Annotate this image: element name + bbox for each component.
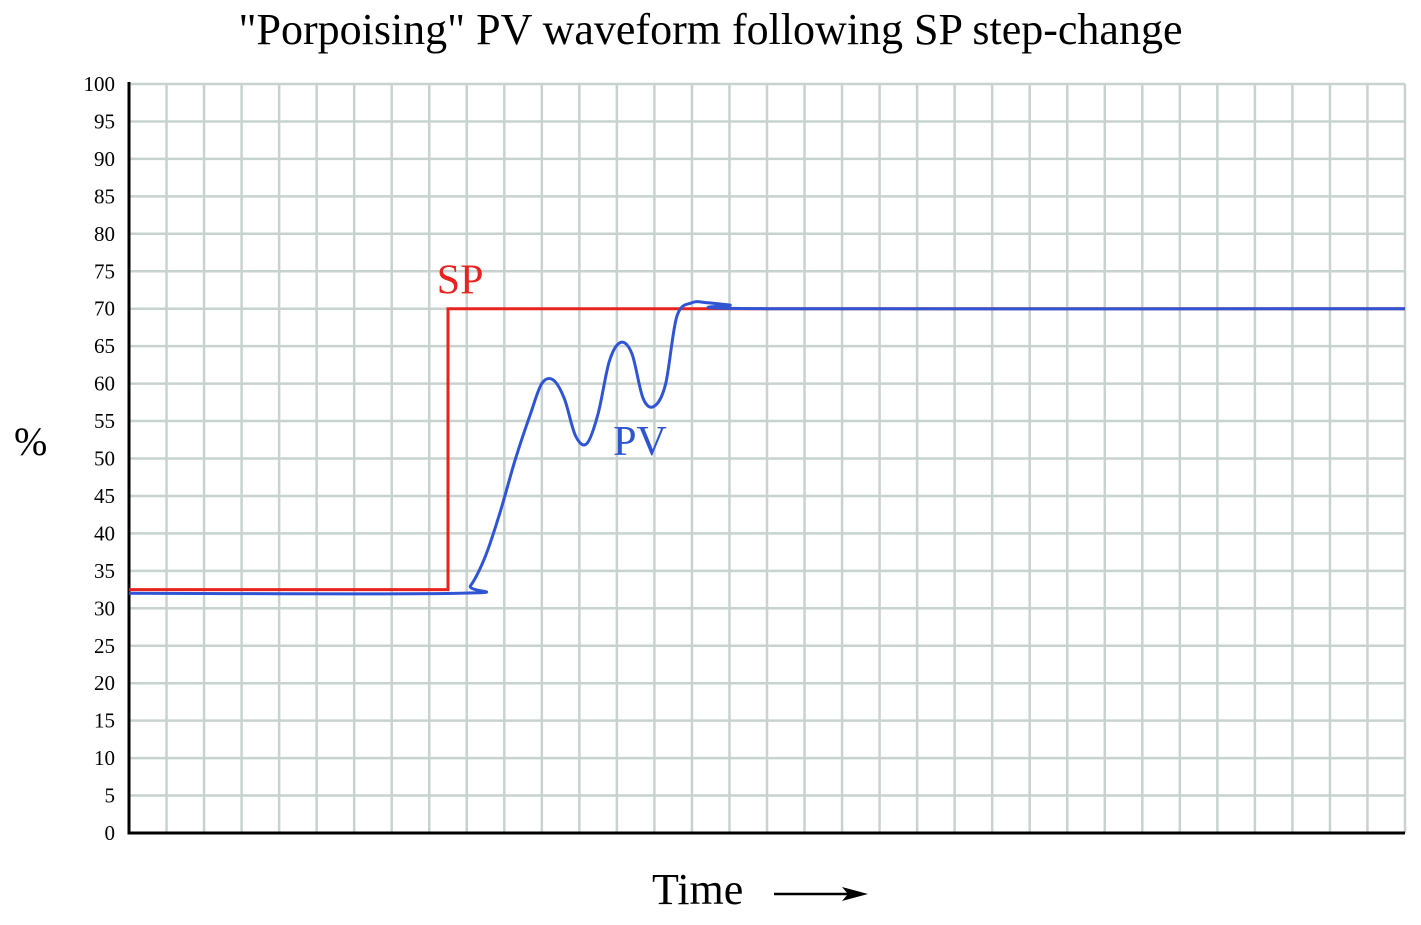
- y-tick-label: 55: [94, 409, 115, 433]
- y-tick-label: 75: [94, 259, 115, 283]
- y-tick-label: 45: [94, 484, 115, 508]
- y-tick-label: 0: [105, 821, 116, 845]
- series-label-sp: SP: [437, 258, 484, 304]
- y-tick-label: 40: [94, 521, 115, 545]
- y-tick-label: 5: [105, 784, 116, 808]
- y-tick-label: 15: [94, 709, 115, 733]
- y-tick-label: 90: [94, 147, 115, 171]
- series-line-sp: [129, 307, 1405, 592]
- y-tick-label: 50: [94, 447, 115, 471]
- y-tick-label: 25: [94, 634, 115, 658]
- y-tick-label: 95: [94, 109, 115, 133]
- y-tick-label: 35: [94, 559, 115, 583]
- y-tick-label: 100: [84, 72, 116, 96]
- chart-title: "Porpoising" PV waveform following SP st…: [238, 5, 1183, 54]
- y-tick-label: 60: [94, 372, 115, 396]
- y-tick-label: 20: [94, 671, 115, 695]
- y-tick-label: 85: [94, 184, 115, 208]
- y-axis-label: %: [14, 419, 48, 464]
- y-tick-label: 65: [94, 334, 115, 358]
- arrow-right-icon: [774, 886, 869, 901]
- x-axis-label-text: Time: [652, 865, 744, 914]
- series-line-pv: [128, 300, 1406, 596]
- y-tick-label: 30: [94, 596, 115, 620]
- y-tick-label: 80: [94, 222, 115, 246]
- x-axis-label: Time: [652, 864, 872, 915]
- series-label-pv: PV: [613, 419, 667, 465]
- y-tick-label: 70: [94, 297, 115, 321]
- y-tick-label: 10: [94, 746, 115, 770]
